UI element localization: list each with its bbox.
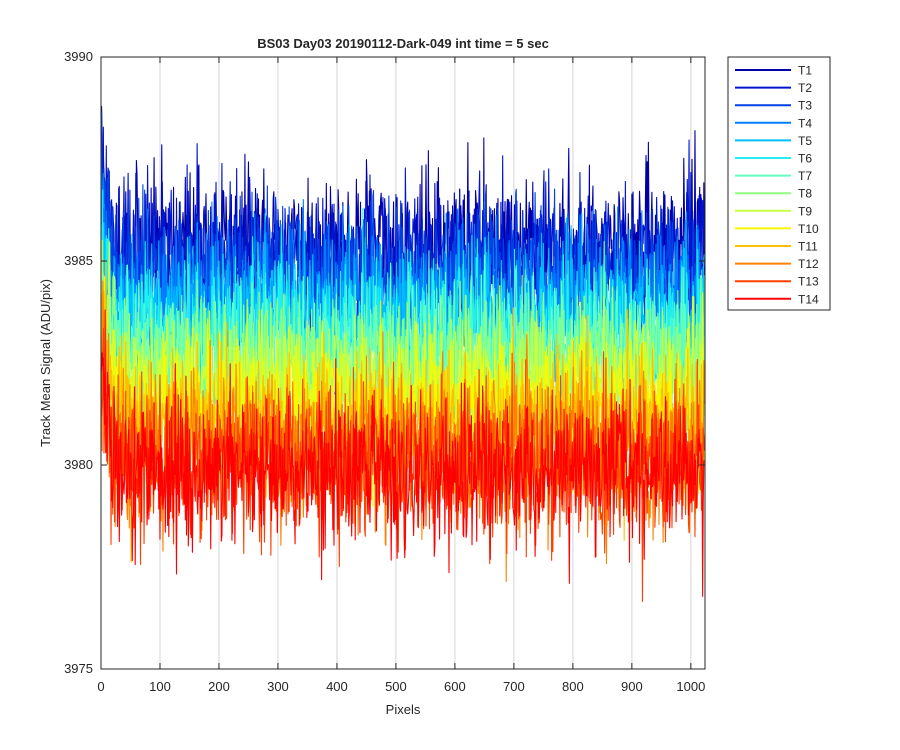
legend-box: [727, 56, 831, 311]
x-tick-label: 500: [385, 679, 407, 694]
y-tick-label: 3975: [64, 661, 93, 676]
x-tick-label: 1000: [676, 679, 705, 694]
y-tick-label: 3985: [64, 253, 93, 268]
x-tick-label: 600: [444, 679, 466, 694]
series-line-t14: [101, 309, 705, 597]
legend-label-t4: T4: [798, 116, 812, 130]
series-line-t9: [101, 235, 705, 501]
y-tick-label: 3980: [64, 457, 93, 472]
legend-label-t3: T3: [798, 99, 812, 113]
x-axis-ticks: 0 100 200 300 400 500 600 700 800 900 1000: [97, 57, 705, 694]
series-group: [101, 106, 705, 603]
legend: T1 T2 T3 T4 T5 T6 T7 T8 T9 T10 T11 T12 T13 T14: [727, 56, 831, 311]
x-axis-label: Pixels: [386, 702, 421, 717]
y-axis-label: Track Mean Signal (ADU/pix): [38, 279, 53, 447]
y-axis-ticks: 3975 3980 3985 3990: [64, 49, 705, 676]
x-tick-label: 800: [562, 679, 584, 694]
y-tick-label: 3990: [64, 49, 93, 64]
legend-label-t1: T1: [798, 64, 812, 78]
legend-label-t5: T5: [798, 134, 812, 148]
chart-title: BS03 Day03 20190112-Dark-049 int time = …: [257, 36, 549, 51]
legend-label-t6: T6: [798, 152, 812, 166]
legend-label-t10: T10: [798, 222, 819, 236]
legend-label-t8: T8: [798, 187, 812, 201]
x-tick-label: 0: [97, 679, 104, 694]
legend-label-t13: T13: [798, 275, 819, 289]
x-tick-label: 100: [149, 679, 171, 694]
x-tick-label: 900: [621, 679, 643, 694]
legend-label-t14: T14: [798, 292, 819, 306]
legend-items: T1 T2 T3 T4 T5 T6 T7 T8 T9 T10 T11 T12 T13 T14: [735, 64, 819, 306]
legend-label-t12: T12: [798, 257, 819, 271]
axes-frame: [100, 56, 706, 670]
x-tick-label: 400: [326, 679, 348, 694]
series-line-t8: [101, 240, 705, 500]
legend-label-t11: T11: [798, 240, 818, 254]
x-tick-label: 300: [267, 679, 289, 694]
legend-label-t9: T9: [798, 204, 812, 218]
x-tick-label: 200: [208, 679, 230, 694]
legend-label-t2: T2: [798, 81, 812, 95]
x-tick-label: 700: [503, 679, 525, 694]
plot-area: 0 100 200 300 400 500 600 700 800 900 1000 3975 398…: [64, 49, 706, 694]
legend-label-t7: T7: [798, 169, 812, 183]
